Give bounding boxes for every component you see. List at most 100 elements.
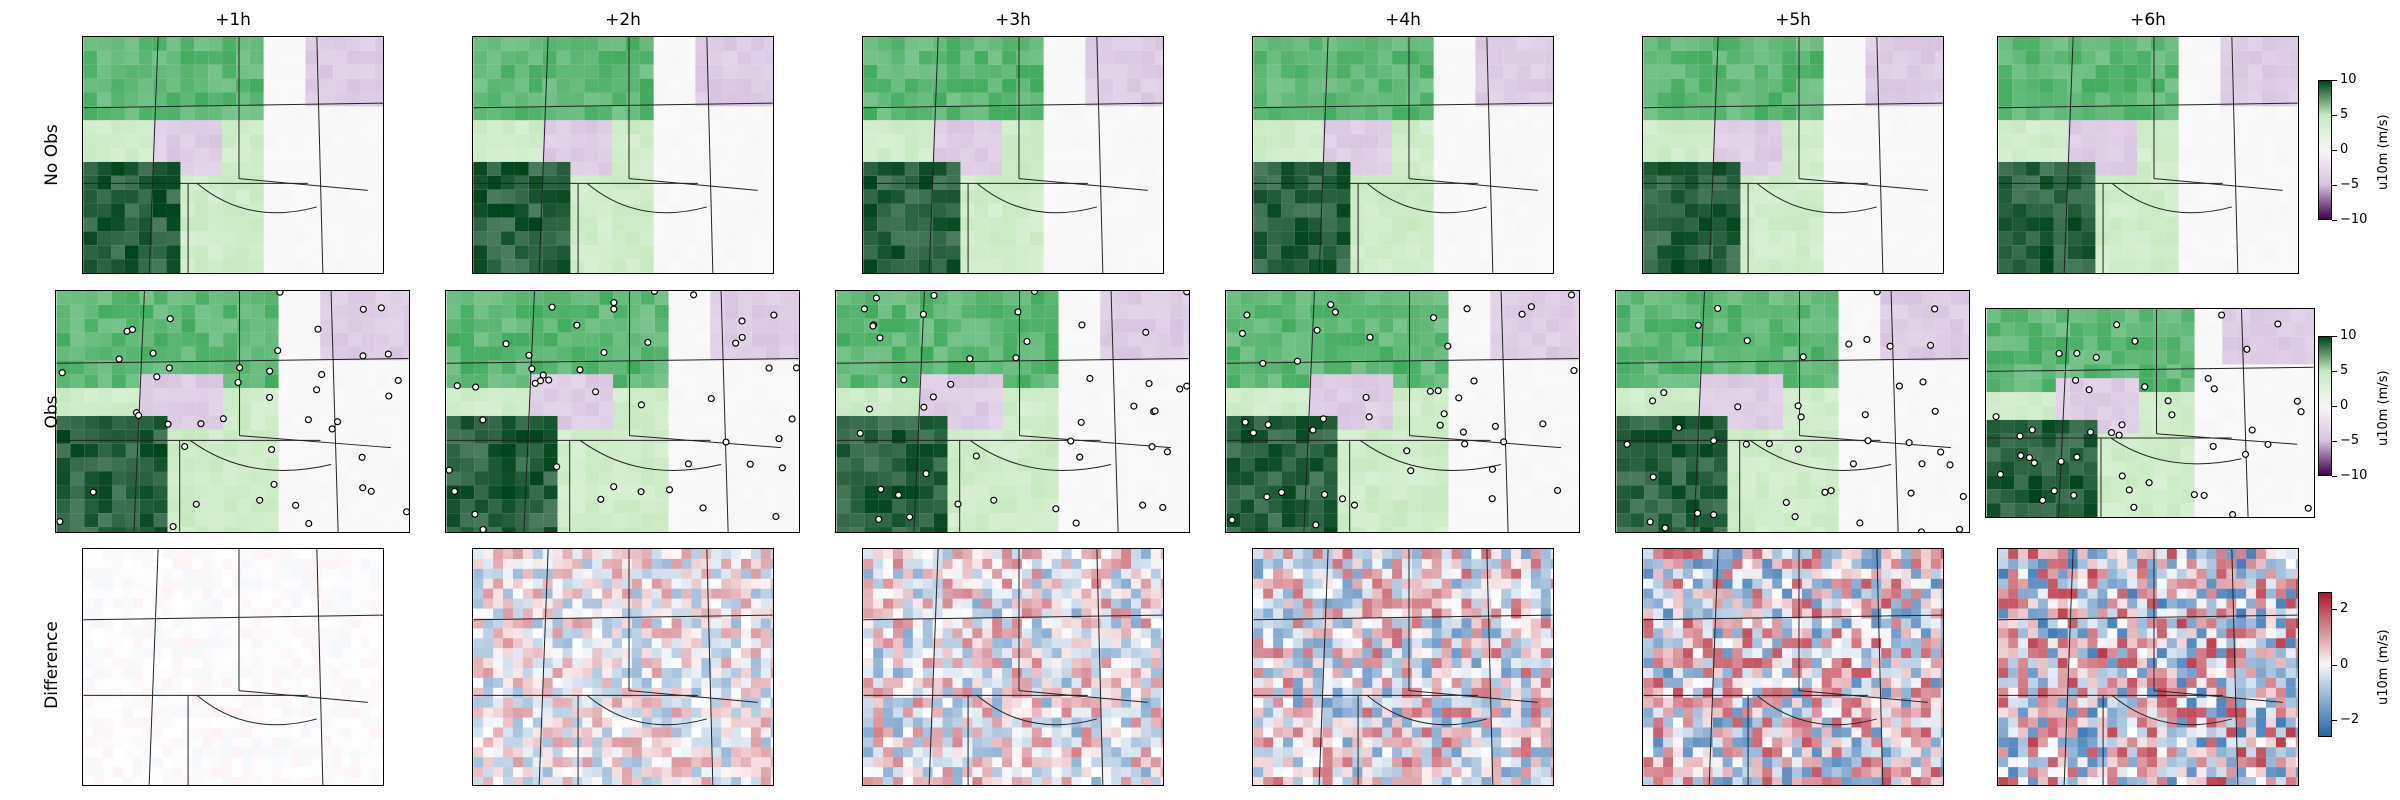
observation-stations (856, 291, 1189, 527)
map-panel-difference (1642, 548, 1944, 786)
map (473, 37, 773, 273)
state-borders (83, 549, 383, 785)
map (446, 291, 799, 532)
state-borders (1986, 309, 2314, 517)
map (863, 37, 1163, 273)
map (1253, 37, 1553, 273)
u10m-field (83, 37, 383, 273)
state-borders (83, 37, 383, 273)
row-label: No Obs (42, 124, 62, 186)
map (473, 549, 773, 785)
column-title: +4h (1385, 10, 1421, 30)
column-title: +6h (2130, 10, 2166, 30)
colorbar-tick-label: 10 (2340, 72, 2357, 87)
map (1998, 549, 2298, 785)
colorbar (2318, 80, 2332, 220)
u10m-field (473, 37, 773, 273)
colorbar-tick-mark (2332, 185, 2337, 186)
map-panel-obs (1225, 290, 1580, 533)
state-borders (863, 37, 1163, 273)
map (83, 549, 383, 785)
colorbar-tick-label: −10 (2340, 212, 2368, 227)
map-panel-noobs (82, 36, 384, 274)
colorbar-tick-mark (2332, 719, 2337, 721)
colorbar-tick-mark (2332, 115, 2337, 116)
map-panel-difference (862, 548, 1164, 786)
map-panel-difference (1997, 548, 2299, 786)
colorbar-tick-mark (2332, 609, 2337, 611)
colorbar-tick-label: 0 (2340, 398, 2349, 413)
state-borders (473, 549, 773, 785)
state-borders (1616, 291, 1969, 532)
u10m-difference-field (473, 549, 773, 785)
colorbar-tick-label: −2 (2340, 711, 2360, 727)
observation-stations (1228, 291, 1578, 529)
map (1643, 37, 1943, 273)
map-panel-noobs (862, 36, 1164, 274)
u10m-field (446, 291, 799, 532)
map-panel-obs (1615, 290, 1970, 533)
state-borders (1643, 37, 1943, 273)
map-panel-noobs (472, 36, 774, 274)
colorbar-tick-mark (2332, 371, 2337, 372)
colorbar-tick-label: 5 (2340, 363, 2349, 378)
map (863, 549, 1163, 785)
observation-stations (56, 291, 409, 531)
map (1986, 309, 2314, 517)
u10m-field (1253, 37, 1553, 273)
map-panel-noobs (1997, 36, 2299, 274)
map-panel-obs (55, 290, 410, 533)
u10m-difference-field (1253, 549, 1553, 785)
map (1253, 549, 1553, 785)
colorbar-label: u10m (m/s) (2376, 114, 2391, 190)
column-title: +5h (1775, 10, 1811, 30)
colorbar-tick-mark (2332, 336, 2337, 337)
column-title: +2h (605, 10, 641, 30)
u10m-difference-field (1643, 549, 1943, 785)
u10m-field (1998, 37, 2298, 273)
colorbar (2318, 592, 2332, 737)
map (1643, 549, 1943, 785)
map-panel-noobs (1252, 36, 1554, 274)
u10m-field (1986, 309, 2314, 517)
map (83, 37, 383, 273)
observation-stations (1992, 311, 2312, 517)
row-label: Difference (42, 621, 62, 709)
u10m-difference-field (863, 549, 1163, 785)
colorbar-tick-label: 0 (2340, 656, 2349, 672)
map (1998, 37, 2298, 273)
map-panel-noobs (1642, 36, 1944, 274)
state-borders (1643, 549, 1943, 785)
state-borders (1998, 549, 2298, 785)
map-panel-obs (445, 290, 800, 533)
u10m-field (56, 291, 409, 532)
state-borders (473, 37, 773, 273)
column-title: +1h (215, 10, 251, 30)
u10m-field (836, 291, 1189, 532)
state-borders (1998, 37, 2298, 273)
observation-stations (1623, 291, 1967, 532)
colorbar-tick-mark (2332, 441, 2337, 442)
map-panel-difference (472, 548, 774, 786)
state-borders (1253, 37, 1553, 273)
map (56, 291, 409, 532)
u10m-difference-field (83, 549, 383, 785)
observation-stations (446, 291, 799, 532)
map (1226, 291, 1579, 532)
colorbar-tick-label: 5 (2340, 107, 2349, 122)
u10m-field (863, 37, 1163, 273)
u10m-field (1643, 37, 1943, 273)
u10m-difference-field (1998, 549, 2298, 785)
u10m-field (1616, 291, 1969, 532)
colorbar (2318, 336, 2332, 476)
state-borders (1253, 549, 1553, 785)
colorbar-tick-mark (2332, 406, 2337, 407)
colorbar-tick-label: −5 (2340, 433, 2360, 448)
colorbar-tick-label: 0 (2340, 142, 2349, 157)
colorbar-tick-mark (2332, 220, 2337, 221)
column-title: +3h (995, 10, 1031, 30)
colorbar-label: u10m (m/s) (2376, 628, 2391, 705)
map-panel-difference (82, 548, 384, 786)
colorbar-tick-mark (2332, 80, 2337, 81)
